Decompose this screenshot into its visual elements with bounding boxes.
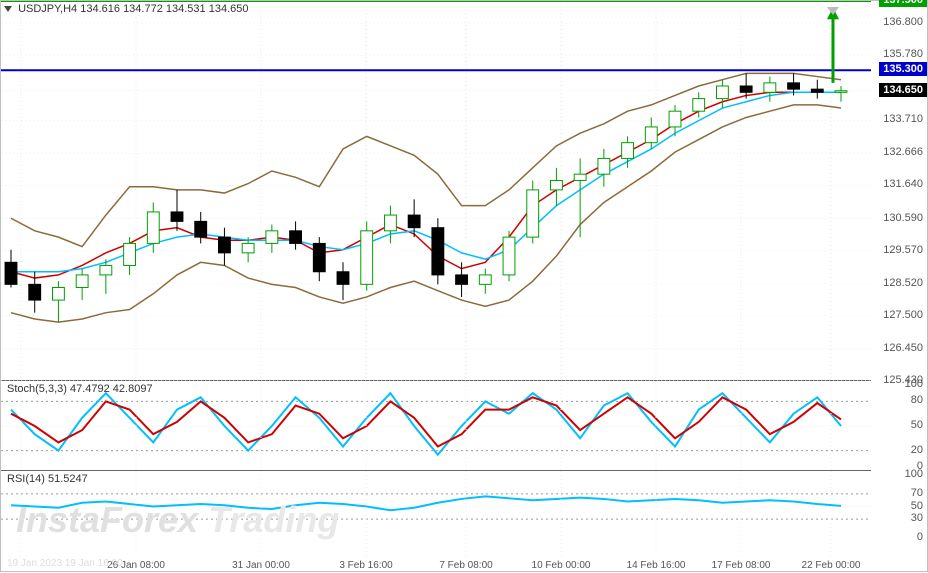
rsi-y-axis: 0 305070 100	[869, 471, 927, 556]
y-tick-label: 129.570	[883, 244, 923, 256]
rsi-y-tick: 0	[917, 531, 923, 543]
stoch-y-tick: 50	[911, 419, 923, 431]
x-tick-label: 7 Feb 08:00	[439, 560, 492, 571]
y-tick-label: 132.666	[883, 146, 923, 158]
price-chart-svg	[1, 1, 871, 381]
x-tick-label: 10 Feb 00:00	[532, 560, 591, 571]
ohlc-close: 134.650	[209, 3, 249, 15]
rsi-label: RSI(14)	[7, 473, 45, 485]
y-tick-label: 135.780	[883, 48, 923, 60]
price-y-axis: 136.800 135.780 133.710 132.666 131.640 130.5…	[869, 1, 927, 381]
chart-title-bar[interactable]: USDJPY,H4 134.616 134.772 134.531 134.65…	[4, 3, 248, 15]
stoch-y-tick: 20	[911, 444, 923, 456]
y-tick-label: 136.800	[883, 16, 923, 28]
rsi-y-tick: 50	[911, 500, 923, 512]
y-tick-label: 130.590	[883, 212, 923, 224]
rsi-y-tick: 70	[911, 487, 923, 499]
x-tick-label: 22 Feb 00:00	[802, 560, 861, 571]
x-tick-label: 31 Jan 00:00	[232, 560, 290, 571]
stoch-y-axis: 0205080100	[869, 381, 927, 471]
x-tick-label: 3 Feb 16:00	[339, 560, 392, 571]
x-tick-label: 17 Feb 08:00	[712, 560, 771, 571]
stoch-y-tick: 80	[911, 394, 923, 406]
time-x-axis: 26 Jan 08:0031 Jan 00:003 Feb 16:007 Feb…	[1, 556, 871, 573]
chevron-down-icon[interactable]	[4, 6, 12, 12]
rsi-value: 51.5247	[48, 473, 88, 485]
symbol-label: USDJPY,H4	[18, 3, 77, 15]
ohlc-low: 134.531	[166, 3, 206, 15]
rsi-svg	[1, 471, 871, 556]
ohlc-high: 134.772	[123, 3, 163, 15]
y-tick-label: 133.710	[883, 113, 923, 125]
x-tick-label: 14 Feb 16:00	[627, 560, 686, 571]
rsi-y-tick: 30	[911, 512, 923, 524]
stoch-values: 47.4792 42.8097	[70, 383, 153, 395]
price-panel: USDJPY,H4 134.616 134.772 134.531 134.65…	[1, 1, 871, 381]
y-tick-label: 126.450	[883, 342, 923, 354]
stoch-title: Stoch(5,3,3) 47.4792 42.8097	[7, 383, 153, 395]
y-tick-label: 131.640	[883, 178, 923, 190]
stoch-label: Stoch(5,3,3)	[7, 383, 67, 395]
ohlc-open: 134.616	[80, 3, 120, 15]
forex-chart: USDJPY,H4 134.616 134.772 134.531 134.65…	[0, 0, 928, 572]
price-tag: 134.650	[879, 83, 927, 97]
price-tag: 137.500	[879, 0, 927, 7]
y-tick-label: 128.520	[883, 277, 923, 289]
price-tag: 135.300	[879, 62, 927, 76]
rsi-y-tick: 100	[905, 468, 923, 480]
stoch-y-tick: 100	[905, 378, 923, 390]
bottom-faint-text: 19 Jan 2023 19 Jan 16:00	[7, 558, 123, 569]
rsi-title: RSI(14) 51.5247	[7, 473, 88, 485]
rsi-panel: RSI(14) 51.5247	[1, 471, 871, 556]
y-tick-label: 127.500	[883, 309, 923, 321]
stochastic-panel: Stoch(5,3,3) 47.4792 42.8097	[1, 381, 871, 471]
